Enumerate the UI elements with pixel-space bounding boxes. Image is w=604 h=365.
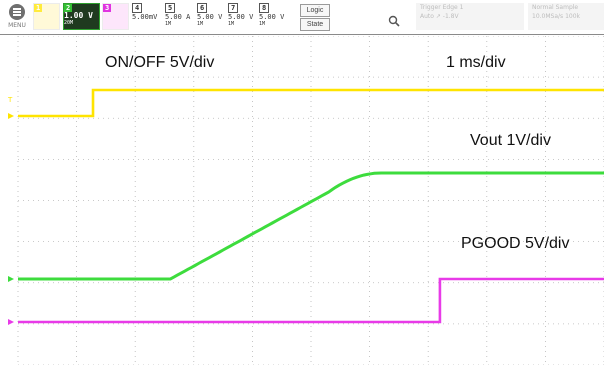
- channel-3-button[interactable]: 3: [102, 3, 129, 30]
- channel-8-number: 8: [259, 3, 270, 13]
- onoff-annotation: ON/OFF 5V/div: [105, 54, 215, 71]
- channel-5-button[interactable]: 5 5.00 A 1M: [165, 3, 194, 30]
- channel-6-bandwidth: 1M: [197, 21, 204, 27]
- channel-7-bandwidth: 1M: [228, 21, 235, 27]
- state-button[interactable]: State: [300, 18, 330, 31]
- channel-4-scale: 5.00mV: [132, 13, 158, 21]
- scope-toolbar: MENU 1 2 1.00 V 20M 3 4 5.00mV 5 5.00 A …: [0, 0, 604, 35]
- trigger-status-line-1: Trigger Edge 1: [420, 4, 464, 11]
- onoff-trace: [18, 88, 604, 118]
- timebase-annotation: 1 ms/div: [446, 54, 506, 71]
- channel-2-marker[interactable]: [8, 276, 14, 282]
- acquisition-status[interactable]: Normal Sample 10.0MSa/s 100k: [528, 3, 604, 30]
- acquisition-status-line-1: Normal Sample: [532, 4, 579, 11]
- channel-7-number: 7: [228, 3, 239, 13]
- channel-3-number: 3: [103, 4, 112, 12]
- channel-7-button[interactable]: 7 5.00 V 1M: [228, 3, 256, 30]
- menu-button[interactable]: MENU: [3, 3, 31, 33]
- channel-6-button[interactable]: 6 5.00 V 1M: [197, 3, 225, 30]
- logic-button[interactable]: Logic: [300, 4, 330, 17]
- channel-8-bandwidth: 1M: [259, 21, 266, 27]
- channel-2-number: 2: [64, 4, 73, 12]
- menu-icon: [9, 4, 25, 20]
- channel-1-number: 1: [34, 4, 43, 12]
- pgood-trace: [18, 277, 604, 324]
- channel-3-marker[interactable]: [8, 319, 14, 325]
- channel-4-number: 4: [132, 3, 143, 13]
- channel-1-button[interactable]: 1: [33, 3, 60, 30]
- channel-4-button[interactable]: 4 5.00mV: [132, 3, 162, 30]
- channel-8-button[interactable]: 8 5.00 V 1M: [259, 3, 287, 30]
- magnifier-icon[interactable]: [388, 15, 400, 27]
- channel-2-button[interactable]: 2 1.00 V 20M: [63, 3, 100, 30]
- trigger-status[interactable]: Trigger Edge 1 Auto ↗ -1.8V: [416, 3, 524, 30]
- acquisition-status-line-2: 10.0MSa/s 100k: [532, 13, 581, 20]
- vout-trace: [18, 171, 604, 281]
- channel-2-scale: 1.00 V: [64, 11, 93, 20]
- trigger-level-marker[interactable]: T: [7, 96, 13, 104]
- channel-6-scale: 5.00 V: [197, 13, 223, 21]
- channel-5-number: 5: [165, 3, 176, 13]
- vout-annotation: Vout 1V/div: [470, 132, 551, 149]
- channel-2-bandwidth: 20M: [64, 20, 74, 26]
- pgood-annotation: PGOOD 5V/div: [461, 235, 570, 252]
- channel-1-marker[interactable]: [8, 113, 14, 119]
- channel-markers: T: [7, 96, 14, 325]
- channel-8-scale: 5.00 V: [259, 13, 285, 21]
- channel-5-scale: 5.00 A: [165, 13, 191, 21]
- menu-label: MENU: [8, 22, 26, 29]
- channel-7-scale: 5.00 V: [228, 13, 254, 21]
- waveform-display[interactable]: T: [0, 36, 604, 365]
- channel-6-number: 6: [197, 3, 208, 13]
- channel-5-bandwidth: 1M: [165, 21, 172, 27]
- trigger-status-line-2: Auto ↗ -1.8V: [420, 13, 459, 20]
